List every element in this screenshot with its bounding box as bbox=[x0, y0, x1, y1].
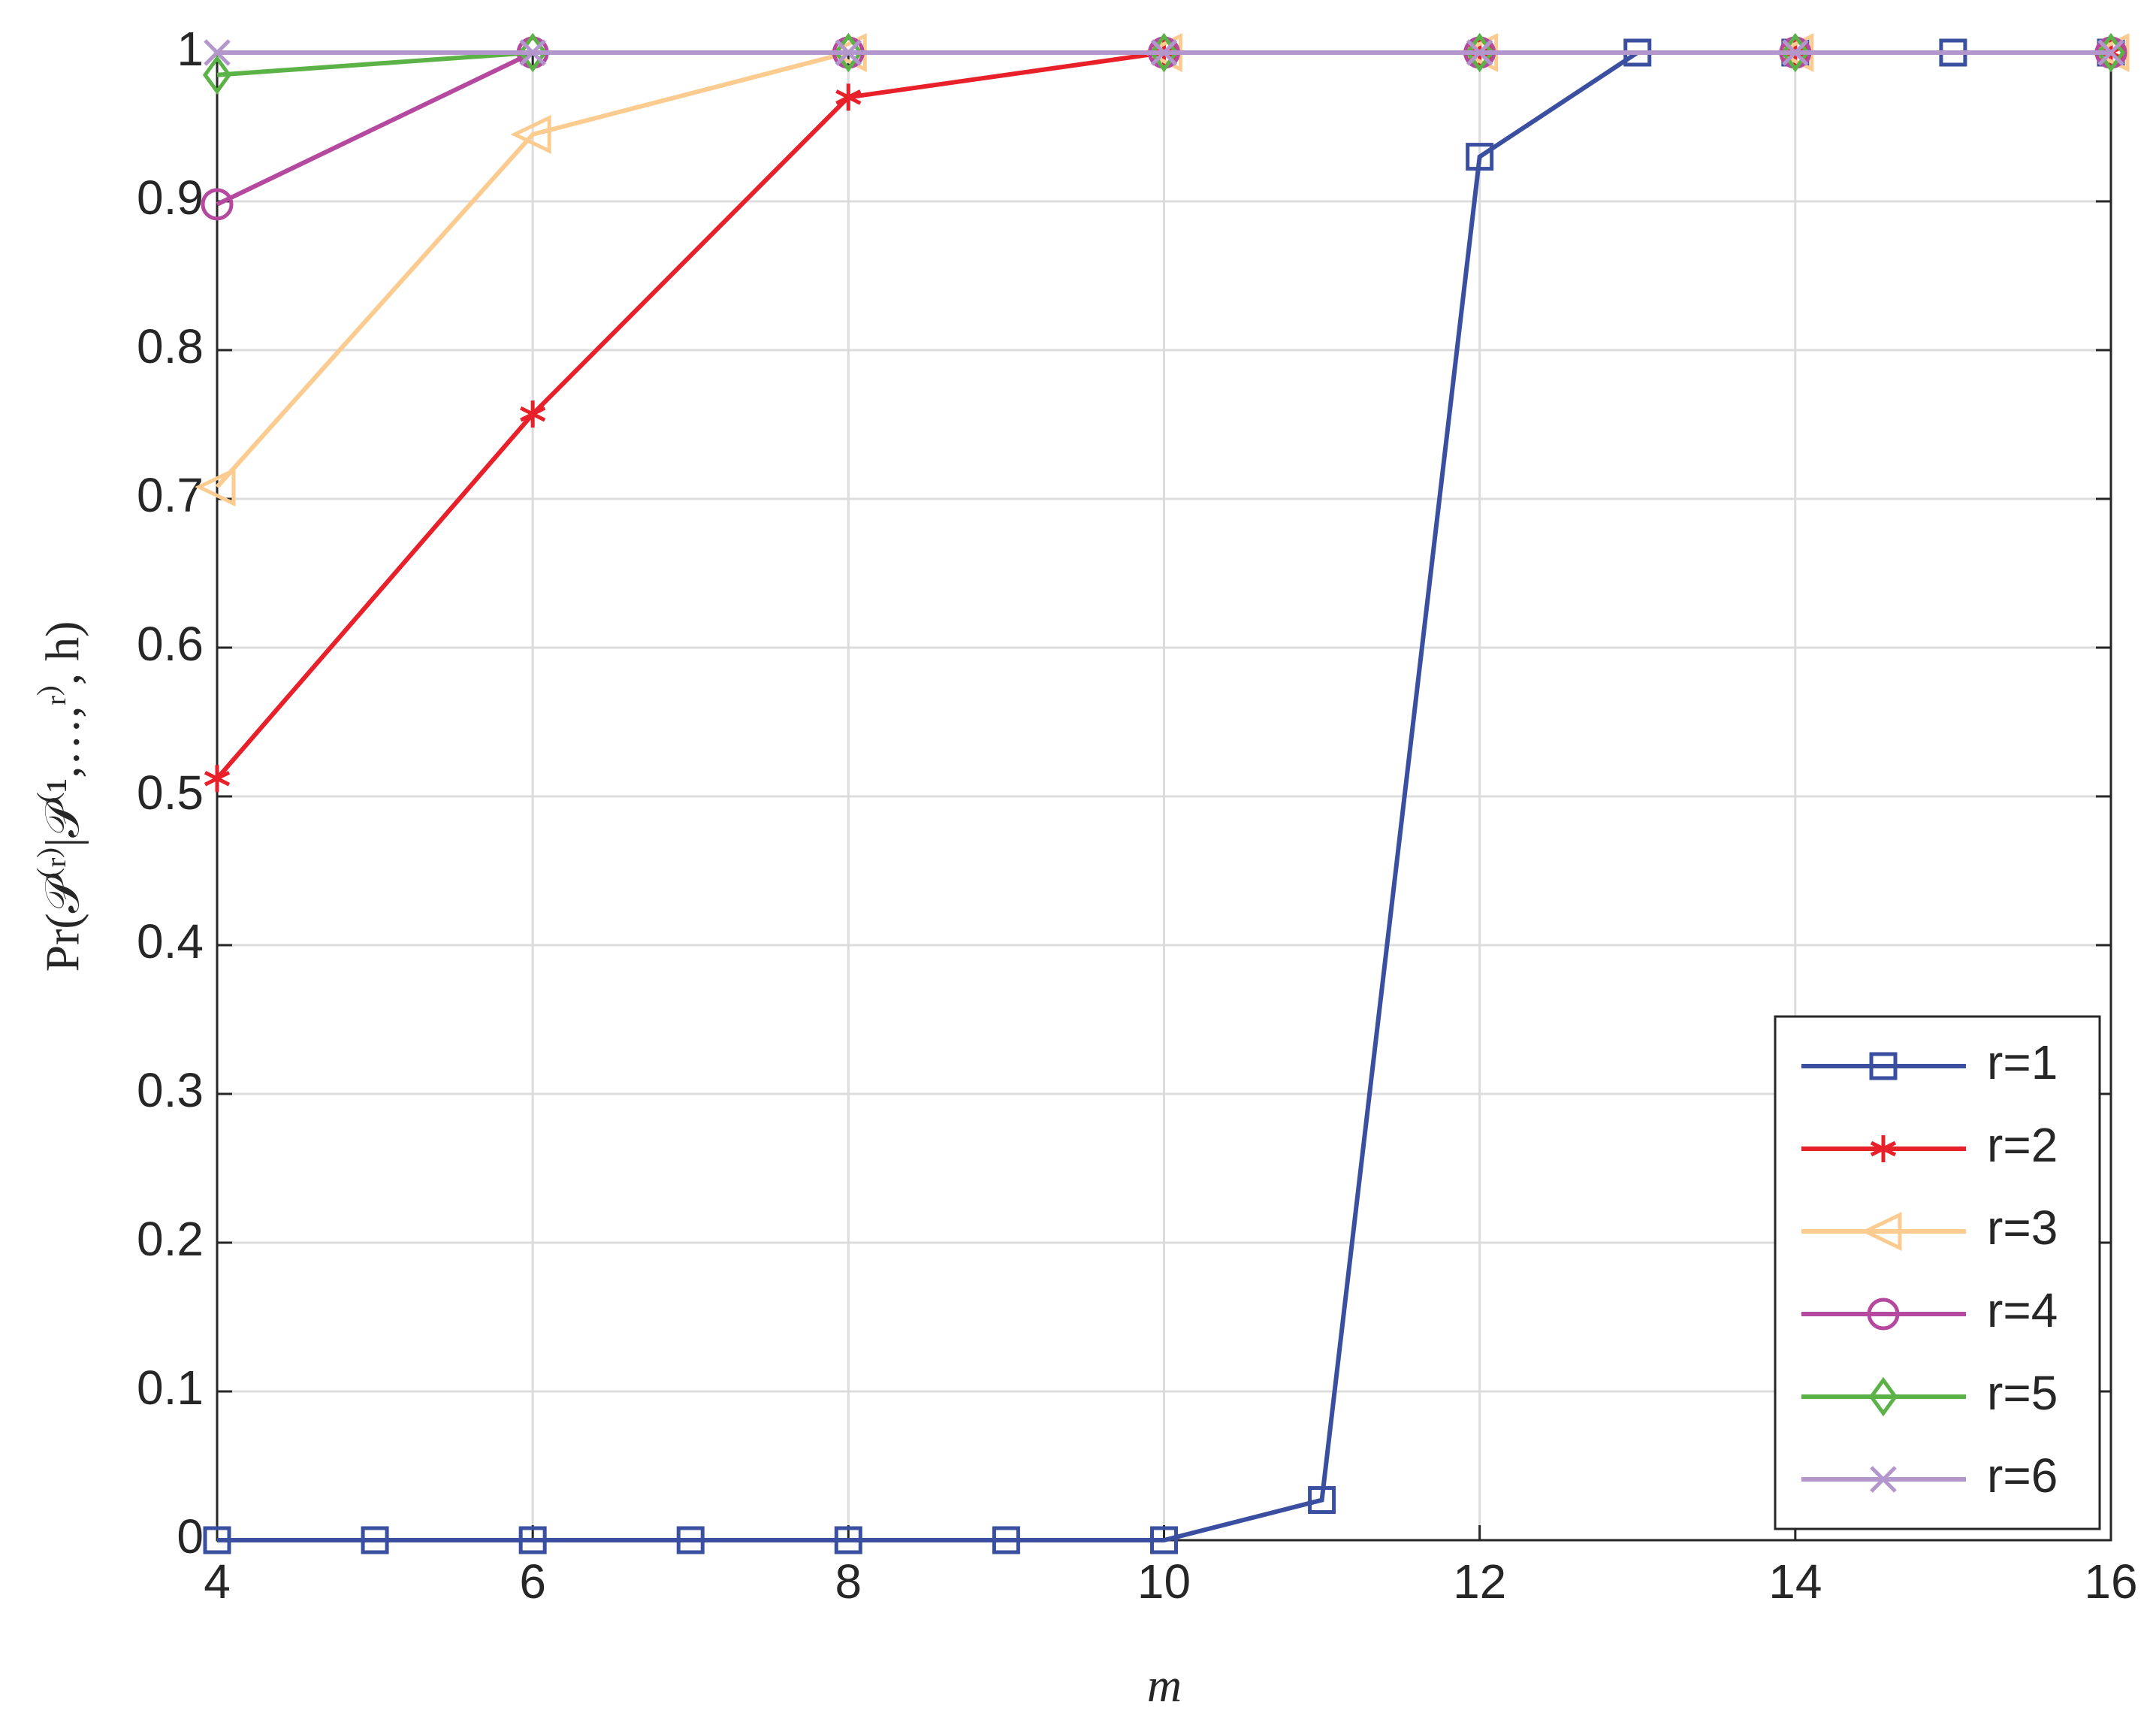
marker bbox=[676, 1526, 705, 1554]
marker bbox=[519, 39, 546, 66]
y-tick-label: 0.8 bbox=[137, 319, 204, 373]
legend-label: r=6 bbox=[1987, 1449, 2058, 1503]
marker bbox=[202, 55, 232, 95]
marker bbox=[835, 83, 862, 111]
marker bbox=[1870, 1466, 1897, 1493]
marker bbox=[1150, 39, 1178, 66]
marker bbox=[510, 114, 551, 154]
marker bbox=[1308, 1486, 1336, 1515]
marker bbox=[834, 1526, 862, 1554]
y-tick-label: 0.3 bbox=[137, 1063, 204, 1117]
marker bbox=[1466, 143, 1494, 171]
x-tick-label: 6 bbox=[519, 1554, 546, 1609]
y-tick-label: 0.7 bbox=[137, 468, 204, 522]
legend-label: r=5 bbox=[1987, 1366, 2058, 1420]
y-tick-label: 0.6 bbox=[137, 617, 204, 671]
marker bbox=[2097, 39, 2124, 66]
marker bbox=[992, 1526, 1020, 1554]
y-tick-label: 0.9 bbox=[137, 171, 204, 225]
marker bbox=[361, 1526, 389, 1554]
x-tick-label: 14 bbox=[1768, 1554, 1822, 1609]
marker bbox=[195, 467, 236, 507]
y-tick-label: 0 bbox=[177, 1509, 204, 1563]
marker bbox=[1870, 1135, 1897, 1162]
x-tick-label: 16 bbox=[2084, 1554, 2137, 1609]
marker bbox=[201, 188, 234, 221]
marker bbox=[1868, 1376, 1898, 1417]
x-tick-label: 12 bbox=[1453, 1554, 1506, 1609]
y-tick-label: 0.1 bbox=[137, 1361, 204, 1415]
x-tick-label: 8 bbox=[835, 1554, 862, 1609]
marker bbox=[1782, 39, 1809, 66]
marker bbox=[518, 1526, 547, 1554]
marker bbox=[520, 400, 546, 428]
marker bbox=[2088, 33, 2130, 72]
marker bbox=[1861, 1212, 1902, 1251]
marker bbox=[203, 1526, 231, 1554]
x-tick-label: 4 bbox=[204, 1554, 231, 1609]
y-axis-label: Pr(𝒫⁽ʳ⁾|𝒫⁽¹,…,ʳ⁾, h) bbox=[36, 621, 89, 972]
legend-label: r=2 bbox=[1987, 1118, 2058, 1172]
y-tick-label: 0.5 bbox=[137, 766, 204, 820]
marker bbox=[835, 39, 862, 66]
x-tick-label: 10 bbox=[1137, 1554, 1191, 1609]
y-tick-label: 0.2 bbox=[137, 1212, 204, 1266]
marker bbox=[1869, 1052, 1898, 1080]
marker bbox=[204, 765, 231, 793]
x-axis-label: m bbox=[1147, 1659, 1182, 1712]
legend-box bbox=[1774, 1015, 2101, 1530]
y-tick-label: 0.4 bbox=[137, 914, 204, 968]
legend-label: r=4 bbox=[1987, 1283, 2058, 1337]
legend-label: r=3 bbox=[1987, 1201, 2058, 1255]
marker bbox=[1466, 39, 1493, 66]
legend-label: r=1 bbox=[1987, 1035, 2058, 1089]
marker bbox=[1867, 1298, 1900, 1331]
marker bbox=[1150, 1526, 1178, 1554]
y-tick-label: 1 bbox=[177, 22, 204, 76]
marker bbox=[204, 39, 231, 66]
